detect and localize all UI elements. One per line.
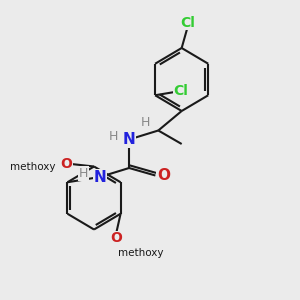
Text: H: H	[140, 116, 150, 130]
Text: H: H	[108, 130, 118, 143]
Text: H: H	[79, 167, 88, 180]
Text: N: N	[123, 132, 136, 147]
Text: N: N	[94, 169, 106, 184]
Text: methoxy: methoxy	[10, 161, 55, 172]
Text: methoxy: methoxy	[118, 248, 163, 258]
Text: O: O	[110, 231, 122, 245]
Text: Cl: Cl	[174, 84, 188, 98]
Text: O: O	[157, 168, 170, 183]
Text: O: O	[60, 157, 72, 171]
Text: Cl: Cl	[180, 16, 195, 30]
